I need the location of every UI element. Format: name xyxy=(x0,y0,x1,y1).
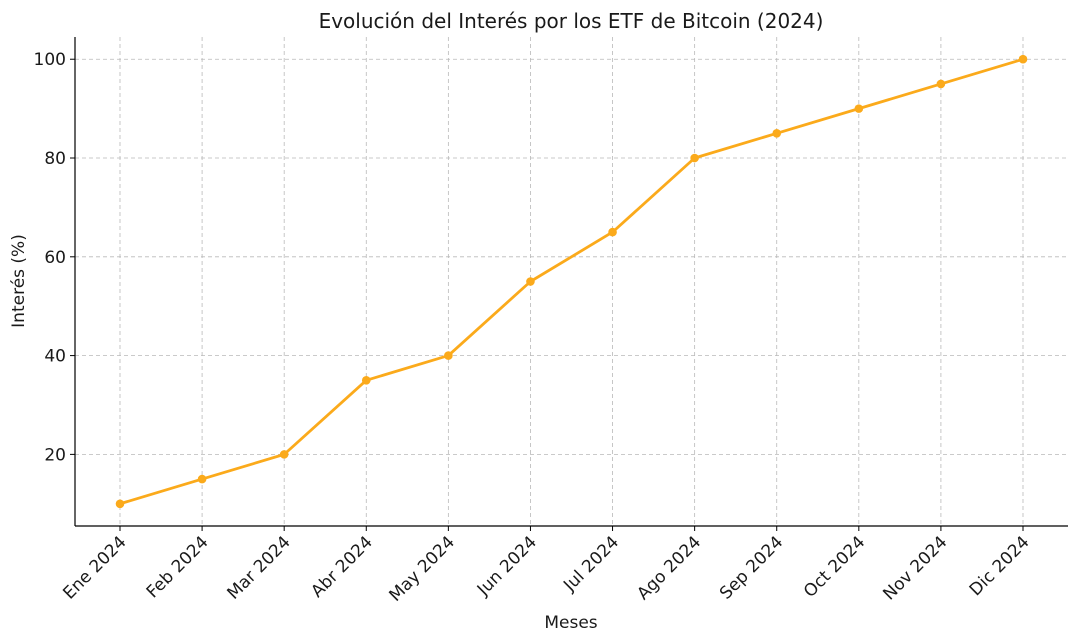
series xyxy=(115,54,1028,509)
chart-title: Evolución del Interés por los ETF de Bit… xyxy=(319,9,824,33)
y-tick-label: 40 xyxy=(44,347,66,367)
axes xyxy=(74,37,1068,527)
x-tick-label: Abr 2024 xyxy=(307,532,376,601)
x-tick-label: Ene 2024 xyxy=(59,532,130,603)
x-tick-label: Mar 2024 xyxy=(223,532,294,603)
x-axis-label: Meses xyxy=(544,613,597,633)
data-point xyxy=(772,129,782,138)
data-point xyxy=(1018,54,1028,64)
y-ticks: 20 40 60 80 100 xyxy=(34,50,75,465)
grid xyxy=(75,37,1068,526)
data-point xyxy=(526,277,535,286)
data-point xyxy=(854,104,864,113)
y-tick-label: 100 xyxy=(34,50,66,70)
x-tick-label: Feb 2024 xyxy=(143,532,213,602)
y-axis-label: Interés (%) xyxy=(9,234,29,328)
x-tick-label: May 2024 xyxy=(385,532,458,605)
data-point xyxy=(608,227,617,237)
data-point xyxy=(279,450,289,459)
x-tick-label: Sep 2024 xyxy=(716,532,787,603)
x-tick-label: Jul 2024 xyxy=(559,532,623,596)
series-line xyxy=(118,57,1025,506)
x-ticks: Ene 2024 Feb 2024 Mar 2024 Abr 2024 May 2024… xyxy=(59,526,1034,606)
data-point xyxy=(936,79,946,89)
x-tick-label: Ago 2024 xyxy=(633,532,705,604)
x-tick-label: Dic 2024 xyxy=(966,532,1034,600)
y-tick-label: 20 xyxy=(44,445,66,465)
data-point xyxy=(115,499,125,509)
y-tick-label: 60 xyxy=(44,248,66,268)
data-point xyxy=(444,351,453,360)
x-tick-label: Jun 2024 xyxy=(473,532,541,600)
x-tick-label: Nov 2024 xyxy=(879,532,951,604)
data-point xyxy=(197,474,207,484)
y-tick-label: 80 xyxy=(44,149,66,169)
data-point xyxy=(361,375,371,385)
data-point xyxy=(690,153,699,163)
x-tick-label: Oct 2024 xyxy=(800,532,869,601)
